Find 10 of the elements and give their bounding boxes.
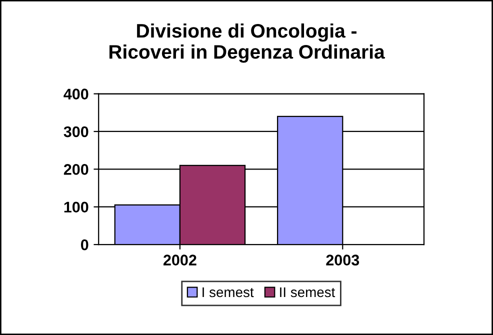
y-tick-label: 200 bbox=[64, 164, 88, 175]
legend-label: I semest bbox=[202, 287, 254, 298]
chart-title: Divisione di Oncologia - Ricoveri in Degenza Ordinaria bbox=[109, 23, 385, 63]
y-tick-label: 400 bbox=[64, 88, 88, 100]
legend-label: II semest bbox=[280, 287, 336, 298]
y-tick-label: 0 bbox=[80, 239, 88, 250]
y-tick-label: 300 bbox=[64, 126, 88, 138]
y-tick-label: 100 bbox=[64, 202, 88, 213]
x-tick-label: 2003 bbox=[326, 254, 360, 266]
x-tick-label: 2002 bbox=[163, 254, 196, 266]
